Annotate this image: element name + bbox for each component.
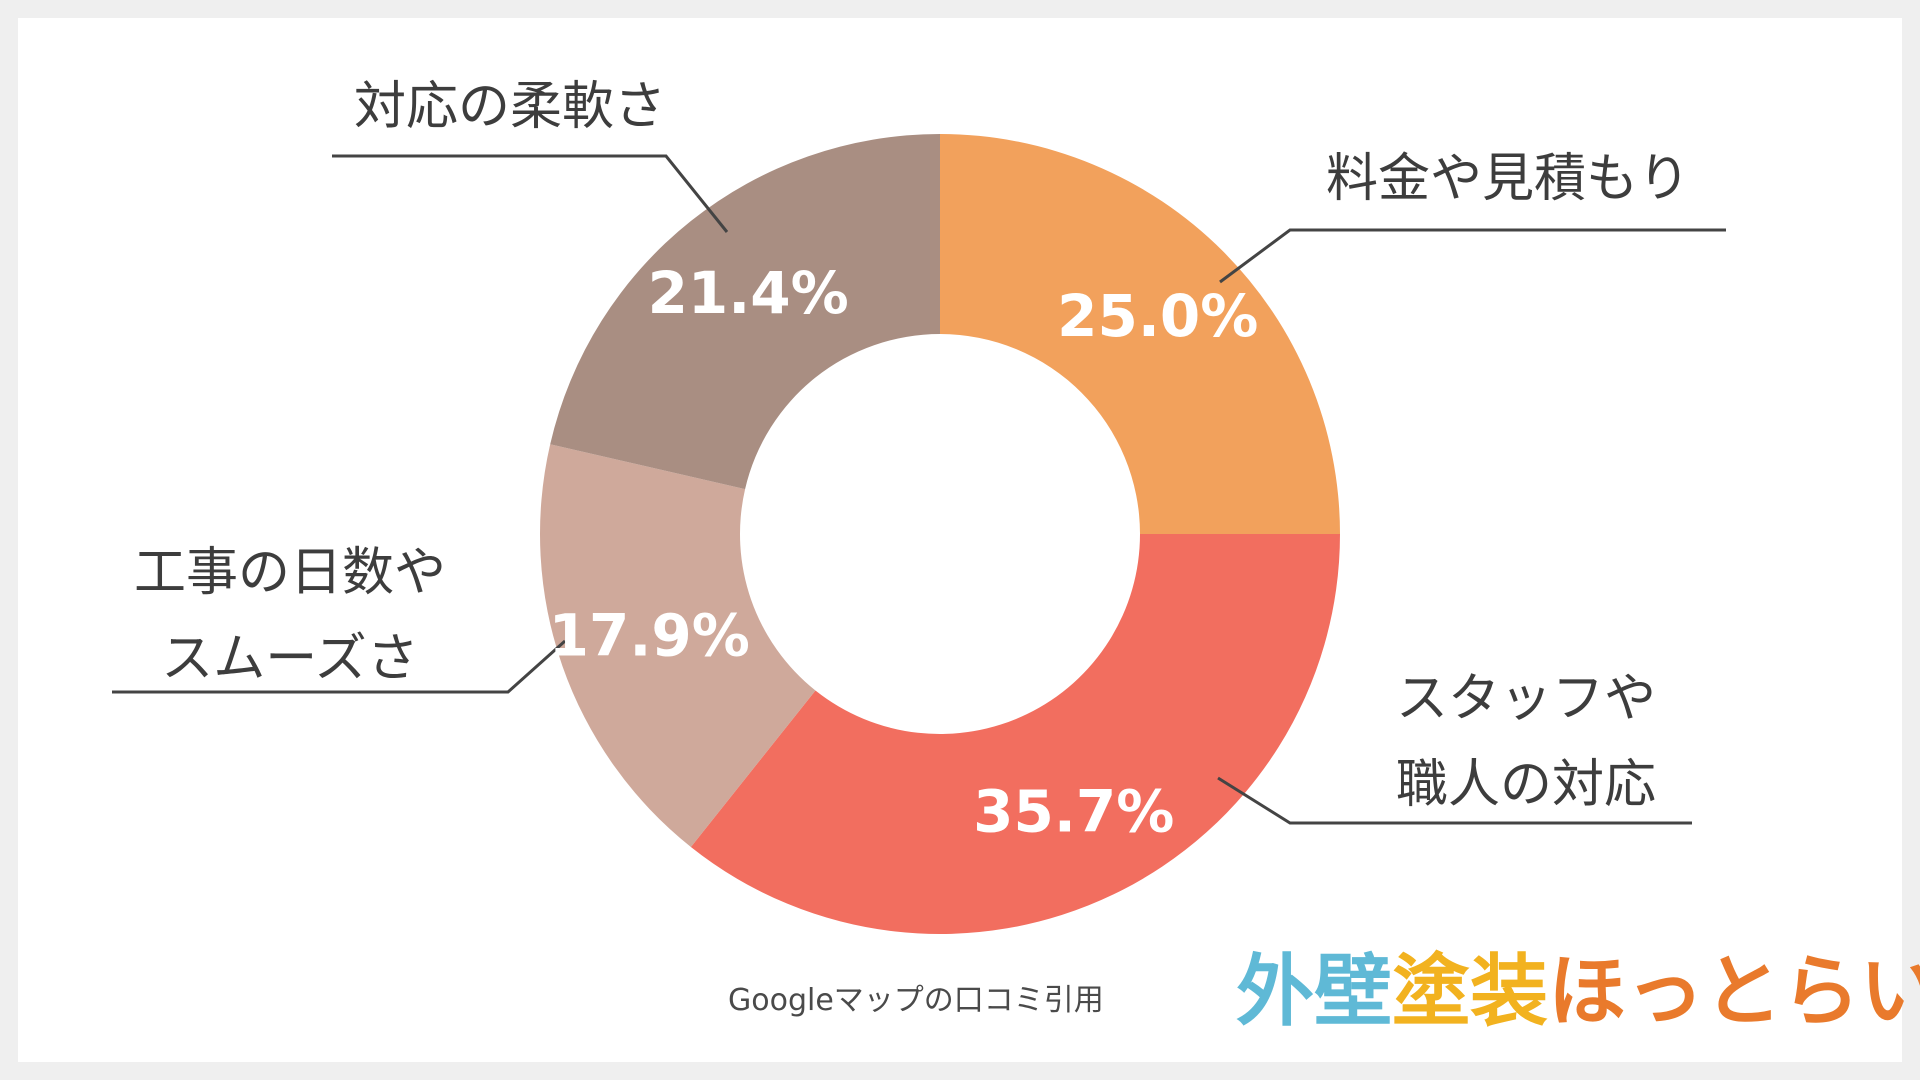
slice-1-category-label: 料金や見積もり xyxy=(1326,149,1690,209)
slice-4-category-line-1: 対応の柔軟さ xyxy=(354,77,666,137)
logo: 外壁塗装ほっとらいん xyxy=(1236,947,1920,1037)
slice-3-leader-line xyxy=(112,639,567,694)
slice-4-leader-line xyxy=(332,154,729,233)
slice-1 xyxy=(940,134,1340,534)
slice-4-category-label: 対応の柔軟さ xyxy=(354,77,666,137)
percent-labels-layer: 25.0% 35.7% 17.9% 21.4% xyxy=(549,259,1259,845)
slice-4-percent-label: 21.4% xyxy=(648,259,849,327)
slice-2-category-line-2: 職人の対応 xyxy=(1396,755,1656,815)
slice-1-leader-line xyxy=(1219,228,1726,284)
logo-part-2: 塗装 xyxy=(1392,947,1548,1037)
slice-3-percent-label: 17.9% xyxy=(549,602,750,670)
slice-2-category-line-1: スタッフや xyxy=(1396,669,1656,729)
slice-3-category-line-1: 工事の日数や xyxy=(134,543,446,603)
source-note: Googleマップの口コミ引用 xyxy=(728,983,1104,1018)
slice-2-category-label: スタッフや職人の対応 xyxy=(1396,669,1656,815)
slice-1-percent-label: 25.0% xyxy=(1057,282,1258,350)
logo-part-1: 外壁 xyxy=(1236,947,1392,1037)
slices-layer xyxy=(540,134,1340,934)
slice-3-category-line-2: スムーズさ xyxy=(161,629,418,689)
leaders-layer xyxy=(112,154,1726,825)
slice-1-category-line-1: 料金や見積もり xyxy=(1326,149,1690,209)
slice-2-percent-label: 35.7% xyxy=(973,777,1174,845)
logo-part-3: ほっとらいん xyxy=(1548,947,1920,1037)
slice-3-category-label: 工事の日数やスムーズさ xyxy=(134,543,446,689)
slice-2 xyxy=(690,534,1340,934)
slice-3 xyxy=(540,444,816,847)
slice-4 xyxy=(550,134,940,490)
slice-2-leader-line xyxy=(1217,776,1692,825)
